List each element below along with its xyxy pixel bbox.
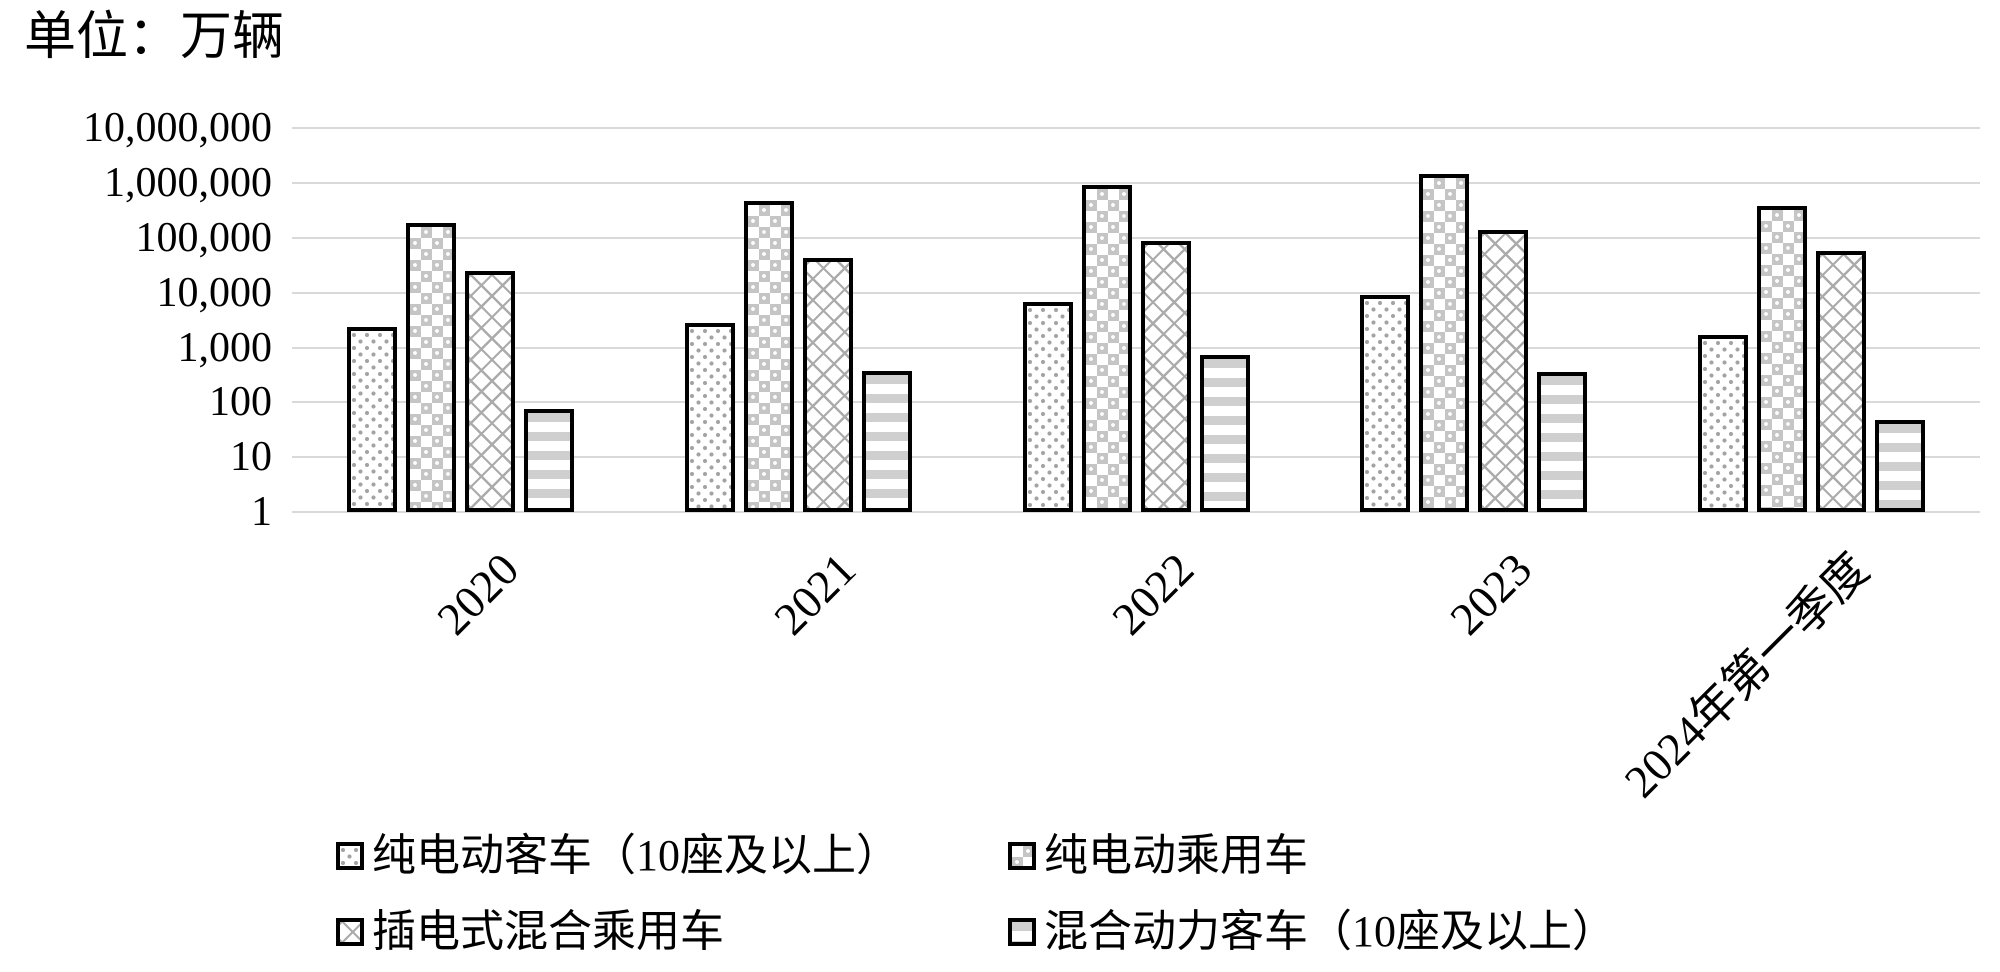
y-tick-label: 10,000,000 (83, 105, 272, 152)
bar (1022, 301, 1073, 512)
legend-item: 纯电动客车（10座及以上） (336, 830, 900, 882)
gridline (292, 401, 1980, 404)
legend-label: 纯电动客车（10座及以上） (372, 831, 900, 880)
legend-item: 插电式混合乘用车 (336, 906, 724, 958)
bar (1815, 251, 1866, 512)
y-tick-label: 1 (251, 489, 272, 535)
gridline (292, 127, 1980, 130)
bar (1874, 419, 1925, 512)
x-tick-label: 2022 (1102, 543, 1204, 645)
bar (1199, 355, 1250, 512)
bar (1360, 294, 1411, 512)
bar (524, 409, 575, 512)
bar (861, 371, 912, 512)
legend-swatch-checker (1008, 842, 1036, 870)
y-tick-label: 1,000,000 (104, 160, 272, 207)
legend-label: 混合动力客车（10座及以上） (1044, 907, 1616, 956)
x-tick-label: 2020 (427, 543, 529, 645)
bar (1140, 240, 1191, 512)
gridline (292, 456, 1980, 459)
legend-swatch-diamond (336, 918, 364, 946)
y-tick-label: 1,000 (177, 324, 273, 371)
legend-swatch-dots (336, 842, 364, 870)
legend-item: 混合动力客车（10座及以上） (1008, 906, 1616, 958)
x-tick-label: 2023 (1439, 543, 1541, 645)
bar (347, 326, 398, 512)
bar (1081, 184, 1132, 512)
bar (1478, 229, 1529, 512)
y-tick-label: 100 (209, 379, 272, 426)
y-tick-label: 100,000 (135, 215, 273, 261)
bar (1697, 334, 1748, 512)
bar (1419, 173, 1470, 512)
bar (1756, 206, 1807, 512)
gridline (292, 237, 1980, 239)
chart-title: 单位：万辆 (24, 9, 285, 66)
bar (406, 222, 457, 512)
legend-item: 纯电动乘用车 (1008, 830, 1308, 882)
x-tick-label: 2024年第一季度 (1614, 543, 1879, 808)
legend-swatch-hstripes (1008, 918, 1036, 946)
gridline (292, 346, 1980, 349)
x-tick-label: 2021 (764, 543, 866, 645)
bar (465, 270, 516, 512)
gridline (292, 182, 1980, 185)
bar (1537, 371, 1588, 512)
gridline (292, 291, 1980, 294)
bar (684, 323, 735, 512)
legend-label: 纯电动乘用车 (1044, 831, 1308, 880)
y-tick-label: 10,000 (156, 269, 273, 316)
bar (743, 200, 794, 512)
legend-label: 插电式混合乘用车 (372, 907, 724, 956)
bar (802, 258, 853, 512)
y-tick-label: 10 (230, 434, 272, 481)
gridline (292, 511, 1980, 513)
